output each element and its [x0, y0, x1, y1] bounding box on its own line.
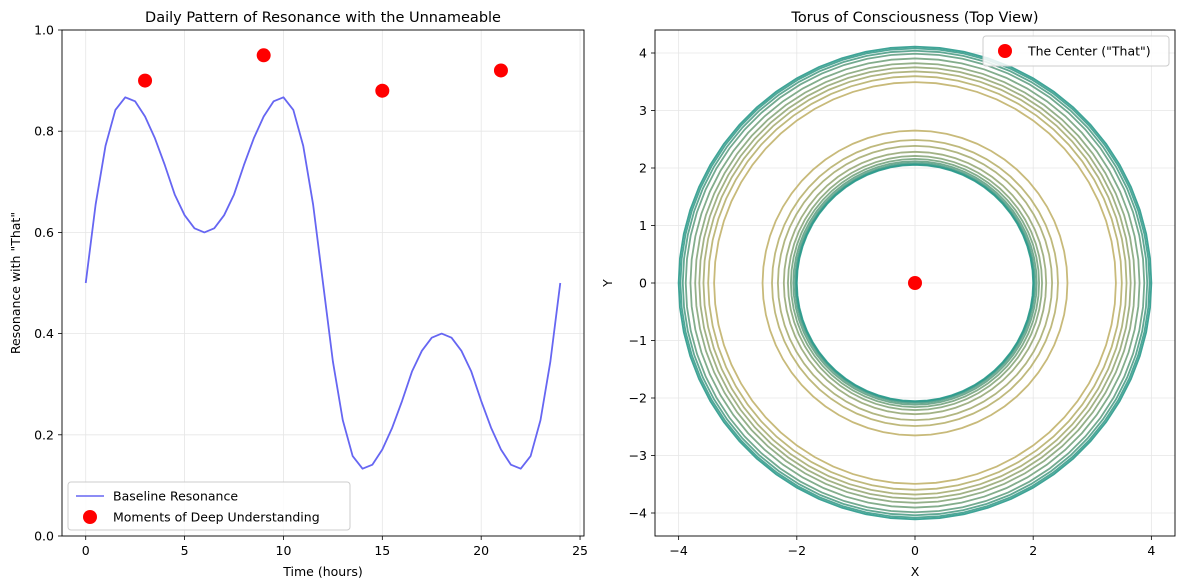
left-x-tick-label: 5	[181, 543, 189, 558]
right-y-tick-label: −3	[629, 448, 647, 463]
left-x-tick-label: 10	[276, 543, 292, 558]
left-y-tick-label: 0.2	[34, 427, 54, 442]
left-legend: Baseline Resonance Moments of Deep Under…	[67, 481, 351, 531]
right-chart-panel: −4 −2 0 2 4 −4 −3 −2 −1 0 1 2 3 4 Torus of Conscious…	[600, 10, 1176, 579]
right-x-tick-label: −4	[669, 543, 687, 558]
torus-rings-group	[677, 45, 1153, 521]
right-legend: The Center ("That")	[982, 35, 1170, 67]
deep-understanding-point	[375, 83, 390, 98]
right-y-tick-label: 0	[639, 276, 647, 291]
left-y-ticks: 0.0 0.2 0.4 0.6 0.8 1.0	[34, 23, 62, 544]
left-series-line-group	[84, 96, 562, 470]
right-x-tick-label: 2	[1029, 543, 1037, 558]
legend-label-center: The Center ("That")	[1027, 44, 1151, 59]
right-chart-title: Torus of Consciousness (Top View)	[790, 10, 1038, 26]
left-legend-box	[67, 481, 351, 531]
left-y-tick-label: 0.4	[34, 326, 54, 341]
torus-outer-ring	[707, 75, 1123, 491]
right-y-tick-label: 4	[639, 46, 647, 61]
right-y-tick-label: 3	[639, 103, 647, 118]
left-y-tick-label: 1.0	[34, 23, 54, 38]
torus-outer-ring	[698, 66, 1132, 500]
torus-inner-ring	[794, 162, 1036, 404]
right-y-ticks: −4 −3 −2 −1 0 1 2 3 4	[629, 46, 655, 521]
right-y-tick-label: 1	[639, 218, 647, 233]
torus-outer-ring	[694, 62, 1136, 504]
right-x-tick-label: 4	[1147, 543, 1155, 558]
torus-inner-ring	[771, 139, 1059, 427]
legend-marker-center	[998, 44, 1012, 58]
torus-inner-ring	[787, 155, 1043, 411]
torus-inner-ring	[795, 163, 1035, 403]
torus-inner-ring	[790, 158, 1040, 408]
torus-inner-ring	[792, 160, 1038, 406]
left-y-tick-label: 0.0	[34, 529, 54, 544]
torus-outer-ring	[684, 52, 1146, 514]
torus-inner-ring	[761, 129, 1069, 437]
right-y-axis-label: Y	[600, 279, 615, 288]
torus-outer-ring	[677, 45, 1153, 521]
right-x-tick-label: 0	[911, 543, 919, 558]
torus-outer-ring	[679, 47, 1151, 519]
left-scatter-group	[138, 48, 508, 98]
torus-outer-ring	[689, 57, 1141, 509]
baseline-resonance-line	[84, 96, 562, 470]
left-x-axis-label: Time (hours)	[282, 564, 362, 579]
left-x-tick-label: 20	[473, 543, 489, 558]
legend-label-moments: Moments of Deep Understanding	[113, 510, 320, 525]
right-y-tick-label: 2	[639, 161, 647, 176]
left-y-axis-label: Resonance with "That"	[8, 212, 23, 354]
torus-inner-ring	[782, 150, 1048, 416]
left-x-tick-label: 25	[572, 543, 588, 558]
left-y-tick-label: 0.8	[34, 124, 54, 139]
torus-outer-ring	[681, 49, 1149, 517]
torus-inner-ring	[777, 145, 1053, 421]
left-y-tick-label: 0.6	[34, 225, 54, 240]
right-y-tick-label: −2	[629, 391, 647, 406]
torus-outer-ring	[713, 81, 1117, 485]
deep-understanding-point	[493, 63, 508, 78]
left-chart-panel: 0 5 10 15 20 25 0.0 0.2 0.4 0.6 0.8 1.0 Daily Patt…	[8, 10, 588, 579]
right-legend-box	[982, 35, 1170, 67]
left-x-ticks: 0 5 10 15 20 25	[82, 536, 588, 558]
right-y-tick-label: −4	[629, 506, 647, 521]
center-that-point	[908, 276, 922, 290]
deep-understanding-point	[138, 73, 153, 88]
right-y-tick-label: −1	[629, 333, 647, 348]
legend-label-baseline: Baseline Resonance	[113, 489, 238, 504]
torus-outer-ring	[702, 70, 1128, 496]
right-scatter-group	[908, 276, 922, 290]
left-chart-title: Daily Pattern of Resonance with the Unna…	[145, 10, 501, 26]
left-x-tick-label: 0	[82, 543, 90, 558]
legend-marker-swatch	[83, 510, 97, 524]
right-x-axis-label: X	[911, 564, 920, 579]
right-x-tick-label: −2	[788, 543, 806, 558]
right-x-ticks: −4 −2 0 2 4	[669, 536, 1155, 558]
left-x-tick-label: 15	[374, 543, 390, 558]
deep-understanding-point	[256, 48, 271, 63]
left-plot-frame	[61, 29, 585, 537]
